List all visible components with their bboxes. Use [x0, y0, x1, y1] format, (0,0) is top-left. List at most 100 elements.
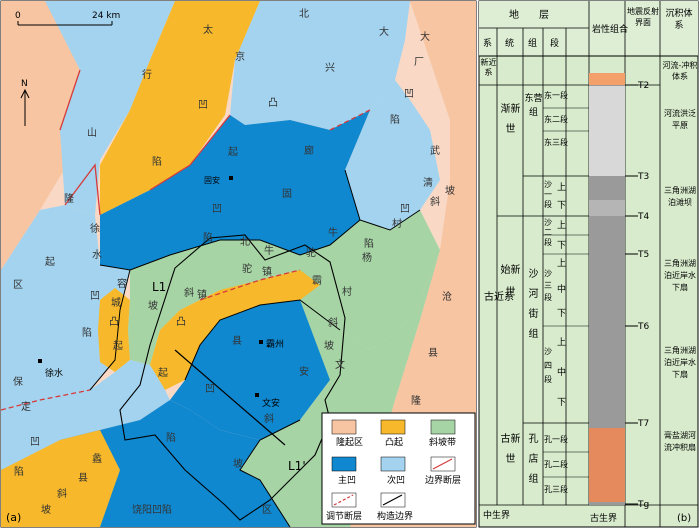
- svg-text:陷: 陷: [203, 231, 213, 244]
- svg-text:武: 武: [430, 144, 440, 157]
- svg-text:凹: 凹: [205, 384, 215, 395]
- svg-text:调节断层: 调节断层: [326, 510, 362, 522]
- svg-text:T3: T3: [637, 172, 649, 182]
- svg-text:坡: 坡: [41, 503, 51, 516]
- panel-a-label: (a): [6, 511, 21, 524]
- svg-text:隆起区: 隆起区: [336, 436, 363, 448]
- svg-text:驼: 驼: [242, 262, 252, 275]
- svg-text:下: 下: [557, 201, 566, 211]
- wuqing-sag: [345, 80, 440, 230]
- xushui-sag: [1, 205, 130, 400]
- svg-text:廊: 廊: [304, 144, 314, 157]
- boundary-fault: [64, 163, 101, 216]
- svg-text:行: 行: [142, 68, 152, 81]
- panel-b-label: (b): [677, 513, 691, 524]
- svg-text:坡: 坡: [148, 299, 158, 312]
- svg-text:县: 县: [78, 472, 88, 484]
- svg-text:镇: 镇: [197, 288, 207, 301]
- seismic-markers: T2 T3 T4 T5 T6 T7 Tg: [625, 81, 649, 510]
- svg-text:T7: T7: [637, 419, 649, 429]
- svg-text:T6: T6: [637, 322, 649, 332]
- svg-text:凹: 凹: [90, 291, 100, 302]
- svg-text:陷: 陷: [152, 155, 162, 168]
- svg-text:中: 中: [557, 366, 566, 378]
- svg-text:陷: 陷: [82, 326, 92, 339]
- dachang-sag: [230, 1, 410, 130]
- svg-text:斜: 斜: [430, 195, 440, 208]
- svg-text:东一段: 东一段: [544, 90, 568, 100]
- svg-text:主凹: 主凹: [338, 474, 356, 486]
- scale-bar: 0 24 km: [15, 11, 120, 26]
- cangxian-uplift: [350, 1, 476, 527]
- city-xushui: 徐水: [45, 367, 63, 379]
- svg-text:坡: 坡: [445, 184, 455, 197]
- svg-text:沧: 沧: [442, 290, 452, 303]
- svg-text:容: 容: [117, 277, 127, 290]
- svg-text:凹: 凹: [400, 204, 410, 215]
- langgu-main-sag: [100, 110, 370, 270]
- svg-text:兴: 兴: [325, 62, 335, 74]
- svg-text:斜坡带: 斜坡带: [429, 436, 456, 448]
- svg-text:边界断层: 边界断层: [425, 474, 461, 486]
- svg-text:统: 统: [505, 37, 514, 49]
- study-area-outline: [119, 234, 346, 521]
- svg-text:县: 县: [428, 347, 438, 359]
- svg-text:隆: 隆: [64, 192, 74, 205]
- svg-text:凹: 凹: [30, 437, 40, 448]
- svg-text:T4: T4: [637, 212, 649, 222]
- svg-text:孔三段: 孔三段: [544, 484, 568, 494]
- svg-text:T5: T5: [637, 250, 649, 260]
- svg-text:斜: 斜: [57, 487, 67, 500]
- svg-text:陷: 陷: [14, 465, 24, 478]
- svg-text:京: 京: [235, 50, 245, 63]
- svg-text:牛: 牛: [328, 226, 338, 239]
- svg-text:保: 保: [13, 375, 23, 388]
- baxian-main-sag: [170, 300, 340, 440]
- city-markers: 固安 霸州 徐水 文安: [38, 175, 284, 409]
- svg-text:上: 上: [557, 220, 566, 231]
- svg-text:上: 上: [557, 337, 566, 348]
- svg-text:组: 组: [528, 37, 537, 49]
- bottom-mesozoic: 中生界: [483, 509, 510, 521]
- svg-text:下: 下: [557, 398, 566, 408]
- boundary-fault: [59, 69, 81, 131]
- svg-text:斜: 斜: [184, 286, 194, 299]
- svg-text:蠡: 蠡: [92, 452, 102, 465]
- svg-text:起: 起: [45, 256, 55, 268]
- city-wenan: 文安: [262, 397, 280, 409]
- city-bazhou: 霸州: [266, 339, 284, 350]
- wenan-slope: [240, 250, 440, 527]
- svg-text:城: 城: [111, 297, 121, 309]
- svg-text:坡: 坡: [324, 339, 334, 352]
- bottom-paleozoic: 古生界: [590, 512, 617, 524]
- svg-text:区: 区: [262, 504, 272, 516]
- svg-text:北: 北: [240, 236, 250, 248]
- svg-text:T2: T2: [637, 81, 649, 91]
- svg-text:凸: 凸: [268, 97, 278, 109]
- scale-length: 24 km: [92, 11, 120, 21]
- svg-text:牛: 牛: [264, 244, 274, 257]
- svg-text:上: 上: [557, 258, 566, 269]
- svg-text:下: 下: [557, 241, 566, 251]
- svg-text:下: 下: [557, 309, 566, 319]
- structural-boundary: [89, 264, 131, 391]
- header-seismic: 地震反射界面: [627, 7, 659, 27]
- rongcheng-uplift: [98, 288, 130, 372]
- svg-text:隆: 隆: [411, 394, 421, 407]
- beijing-secondary-sag: [45, 1, 175, 215]
- svg-text:定: 定: [21, 400, 31, 413]
- structural-map: 0 24 km N 固安 霸州 徐水 文安 太 行 山 隆 起 京 凹 陷 大 …: [0, 0, 477, 528]
- svg-text:徐: 徐: [90, 222, 100, 235]
- svg-text:区: 区: [13, 279, 23, 291]
- svg-text:镇: 镇: [262, 265, 272, 278]
- boundary-fault: [149, 114, 231, 191]
- svg-text:山: 山: [87, 127, 97, 139]
- niutuo-uplift: [150, 270, 320, 390]
- map-legend: 隆起区 凸起 斜坡带 主凹 次凹 边界断层 调节断层 构造边界: [321, 412, 476, 525]
- svg-text:东二段: 东二段: [544, 114, 568, 124]
- svg-text:陷: 陷: [390, 113, 400, 126]
- svg-text:大: 大: [379, 25, 389, 38]
- stratigraphic-column: 地 层 系 统 组 段 岩性组合 地震反射界面 沉积体系 新近系 T2 T3 T…: [478, 0, 699, 528]
- svg-text:系: 系: [483, 38, 492, 49]
- svg-text:起: 起: [158, 367, 168, 379]
